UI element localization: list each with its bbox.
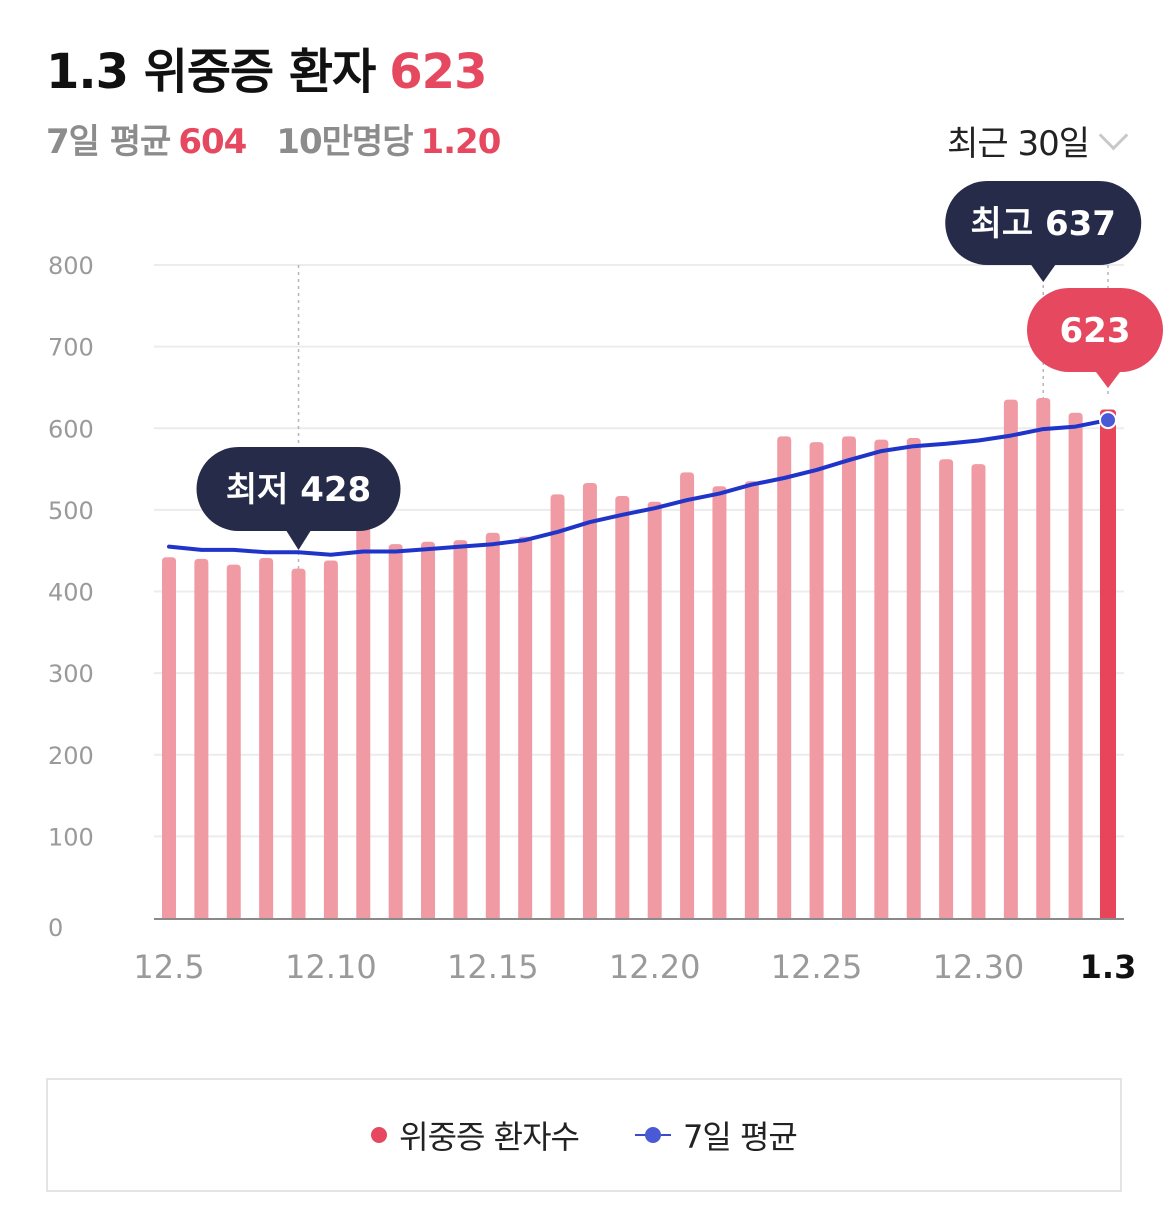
bar [777,436,792,918]
chart: 0 100 200 300 400 500 600 700 800 12.5 12.10 12.15 1… [48,181,1163,986]
x-tick-label: 12.5 [133,948,204,986]
bar [1068,412,1083,918]
per100k-value: 1.20 [420,122,501,162]
y-tick-label: 400 [48,579,94,607]
bar [356,522,371,918]
bar [1036,398,1051,919]
bar [939,459,954,918]
legend-item-line: 7일 평균 [634,1112,798,1158]
y-tick-label: 0 [48,914,63,942]
y-tick-label: 800 [48,252,94,280]
y-tick-label: 700 [48,334,94,362]
x-tick-label: 1.3 [1080,948,1137,986]
bar [421,541,436,918]
legend-line-icon [634,1127,671,1143]
bar [809,442,824,918]
callout-min-bubble [196,447,401,550]
legend-item-bars: 위중증 환자수 [371,1112,580,1158]
x-tick-label: 12.10 [285,948,377,986]
bar [291,568,306,918]
title-prefix: 1.3 위중증 환자 [46,44,376,100]
x-tick-label: 12.30 [933,948,1025,986]
callout-min-label: 최저 428 [226,470,371,510]
bar [874,439,889,918]
range-dropdown[interactable]: 최근 30일 [947,116,1129,165]
avg-line-point [1099,411,1117,430]
bar [582,482,597,918]
avg-value: 604 [178,122,247,162]
callout-max-bubble [945,181,1142,282]
avg-label: 7일 평균 [46,122,171,162]
bar [744,481,759,918]
bar [841,436,856,918]
bar [162,557,176,918]
page-title: 1.3 위중증 환자 623 [46,32,487,102]
y-tick-label: 500 [48,497,94,525]
bar [550,494,565,918]
callout-current-label: 623 [1060,311,1131,351]
bar [518,536,533,918]
legend: 위중증 환자수 7일 평균 [46,1078,1122,1192]
bar [1003,399,1018,918]
stats-row: 7일 평균 604 10만명당 1.20 [46,114,501,163]
x-tick-label: 12.25 [771,948,863,986]
bar [906,438,921,918]
bar [680,472,695,918]
y-tick-label: 600 [48,415,94,443]
bar [226,564,241,918]
legend-bars-label: 위중증 환자수 [399,1118,580,1156]
y-tick-label: 300 [48,660,94,688]
bar [453,540,468,918]
y-tick-label: 200 [48,742,94,770]
avg-line [167,418,1110,557]
legend-dot-icon [371,1127,388,1143]
legend-line-label: 7일 평균 [682,1118,798,1156]
y-tick-label: 100 [48,823,94,851]
bar [485,532,500,918]
bar [712,486,727,918]
range-label: 최근 30일 [947,124,1090,164]
x-tick-label: 12.20 [609,948,701,986]
bar [323,560,338,918]
bar [1100,409,1116,918]
title-value: 623 [389,44,487,100]
bar [194,558,209,918]
bar [647,501,662,918]
bar [615,495,630,918]
callout-max-label: 최고 637 [971,204,1116,244]
bar [259,558,274,918]
bar [388,544,403,918]
per100k-label: 10만명당 [276,122,413,162]
bar [971,464,986,918]
x-tick-label: 12.15 [447,948,539,986]
callout-current-bubble [1027,288,1163,388]
